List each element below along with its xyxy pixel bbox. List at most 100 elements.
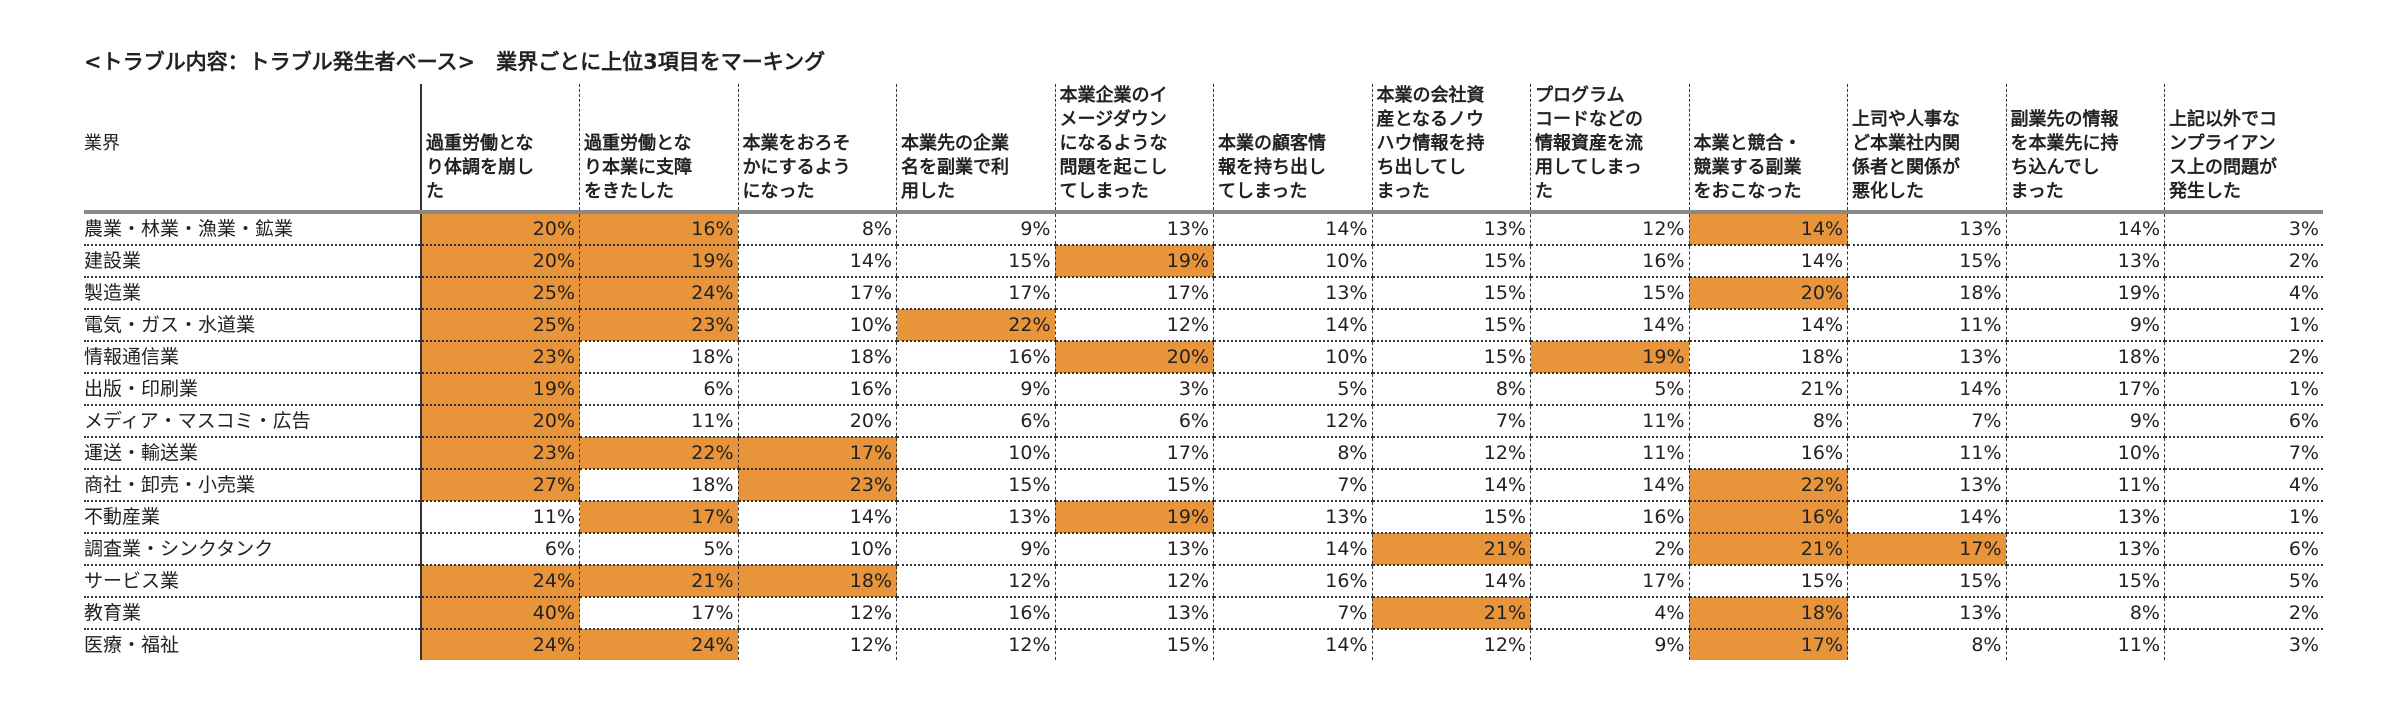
table-row: サービス業 24% 21% 18% 12% 12% 16% 14% 17% 15% 15% 15% 5% <box>84 565 2323 598</box>
value-cell: 18% <box>737 341 897 374</box>
value-cell: 8% <box>1371 373 1531 406</box>
value-cell-top3: 21% <box>1371 597 1531 630</box>
value-cell-top3: 19% <box>420 373 580 406</box>
value-cell: 15% <box>1371 501 1531 534</box>
value-cell: 2% <box>1530 533 1689 566</box>
value-cell: 10% <box>1213 341 1372 374</box>
value-cell: 20% <box>737 405 897 438</box>
value-cell: 18% <box>579 469 738 502</box>
value-cell: 9% <box>2005 405 2165 438</box>
value-cell: 6% <box>896 405 1055 438</box>
value-cell: 18% <box>2005 341 2165 374</box>
value-cell: 1% <box>2164 501 2323 534</box>
value-cell: 7% <box>1213 597 1372 630</box>
column-header: 過重労働とな り本業に支障 をきたした <box>579 84 738 214</box>
industry-label: 製造業 <box>84 277 421 310</box>
value-cell: 15% <box>1530 277 1689 310</box>
value-cell: 17% <box>1530 565 1689 598</box>
value-cell-top3: 24% <box>579 629 738 660</box>
value-cell: 15% <box>1054 629 1214 660</box>
value-cell: 12% <box>896 565 1055 598</box>
value-cell: 11% <box>1530 437 1689 470</box>
value-cell: 5% <box>1530 373 1689 406</box>
value-cell: 6% <box>1054 405 1214 438</box>
value-cell: 13% <box>1213 501 1372 534</box>
value-cell-top3: 40% <box>420 597 580 630</box>
value-cell: 21% <box>1688 373 1848 406</box>
value-cell: 13% <box>2005 245 2165 278</box>
value-cell: 18% <box>1688 341 1848 374</box>
value-cell: 13% <box>1847 469 2006 502</box>
value-cell-top3: 22% <box>1688 469 1848 502</box>
value-cell: 17% <box>1054 437 1214 470</box>
industry-label: 医療・福祉 <box>84 634 180 656</box>
value-cell: 13% <box>1054 597 1214 630</box>
value-cell: 11% <box>2005 629 2165 660</box>
table-row: 教育業 40% 17% 12% 16% 13% 7% 21% 4% 18% 13% 8% 2% <box>84 597 2323 630</box>
value-cell: 5% <box>579 533 738 566</box>
value-cell: 13% <box>2005 533 2165 566</box>
value-cell: 8% <box>2005 597 2165 630</box>
value-cell: 13% <box>1847 341 2006 374</box>
value-cell: 8% <box>1213 437 1372 470</box>
value-cell: 12% <box>1530 212 1689 246</box>
column-header: 本業の顧客情 報を持ち出し てしまった <box>1213 84 1372 214</box>
value-cell: 14% <box>1530 469 1689 502</box>
value-cell: 4% <box>2164 469 2323 502</box>
value-cell: 13% <box>2005 501 2165 534</box>
industry-label: 建設業 <box>84 245 421 278</box>
value-cell: 11% <box>1847 437 2006 470</box>
value-cell: 15% <box>1847 565 2006 598</box>
value-cell: 5% <box>2164 565 2323 598</box>
value-cell: 9% <box>896 373 1055 406</box>
value-cell-top3: 20% <box>420 212 580 246</box>
value-cell: 15% <box>1371 309 1531 342</box>
value-cell-top3: 19% <box>579 245 738 278</box>
value-cell: 12% <box>1213 405 1372 438</box>
value-cell: 14% <box>1371 565 1531 598</box>
value-cell: 2% <box>2164 597 2323 630</box>
value-cell: 17% <box>2005 373 2165 406</box>
value-cell: 7% <box>1371 405 1531 438</box>
column-header: 上記以外でコ ンプライアン ス上の問題が 発生した <box>2164 84 2323 214</box>
value-cell-top3: 14% <box>1688 212 1848 246</box>
value-cell-top3: 23% <box>579 309 738 342</box>
value-cell: 9% <box>896 212 1055 246</box>
value-cell: 14% <box>1688 309 1848 342</box>
value-cell: 1% <box>2164 373 2323 406</box>
industry-label: 不動産業 <box>84 501 421 534</box>
value-cell-top3: 25% <box>420 309 580 342</box>
value-cell: 19% <box>2005 277 2165 310</box>
value-cell: 8% <box>1688 405 1848 438</box>
value-cell: 11% <box>1530 405 1689 438</box>
value-cell-top3: 23% <box>420 341 580 374</box>
value-cell-top3: 16% <box>1688 501 1848 534</box>
value-cell: 3% <box>2164 629 2323 660</box>
value-cell: 16% <box>896 597 1055 630</box>
value-cell-top3: 20% <box>420 245 580 278</box>
value-cell-top3: 19% <box>1530 341 1689 374</box>
value-cell-top3: 23% <box>420 437 580 470</box>
value-cell: 6% <box>2164 533 2323 566</box>
value-cell: 15% <box>896 469 1055 502</box>
value-cell-top3: 22% <box>579 437 738 470</box>
value-cell: 11% <box>1847 309 2006 342</box>
value-cell: 8% <box>737 212 897 246</box>
industry-label: 電気・ガス・水道業 <box>84 309 421 342</box>
value-cell: 14% <box>737 245 897 278</box>
column-header: 本業の会社資 産となるノウ ハウ情報を持 ち出してし まった <box>1371 84 1531 214</box>
value-cell: 15% <box>1371 341 1531 374</box>
column-header: 本業と競合・ 競業する副業 をおこなった <box>1688 84 1848 214</box>
value-cell: 14% <box>1213 212 1372 246</box>
table-row: 出版・印刷業 19% 6% 16% 9% 3% 5% 8% 5% 21% 14% 17% 1% <box>84 373 2323 406</box>
value-cell-top3: 25% <box>420 277 580 310</box>
value-cell: 4% <box>1530 597 1689 630</box>
value-cell-top3: 21% <box>1688 533 1848 566</box>
value-cell-top3: 17% <box>1847 533 2006 566</box>
value-cell-top3: 20% <box>1688 277 1848 310</box>
value-cell: 3% <box>1054 373 1214 406</box>
value-cell: 9% <box>1530 629 1689 660</box>
value-cell: 14% <box>1213 309 1372 342</box>
value-cell-top3: 24% <box>579 277 738 310</box>
table-row: 農業・林業・漁業・鉱業 20% 16% 8% 9% 13% 14% 13% 12% 14% 13% 1… <box>84 212 2323 246</box>
